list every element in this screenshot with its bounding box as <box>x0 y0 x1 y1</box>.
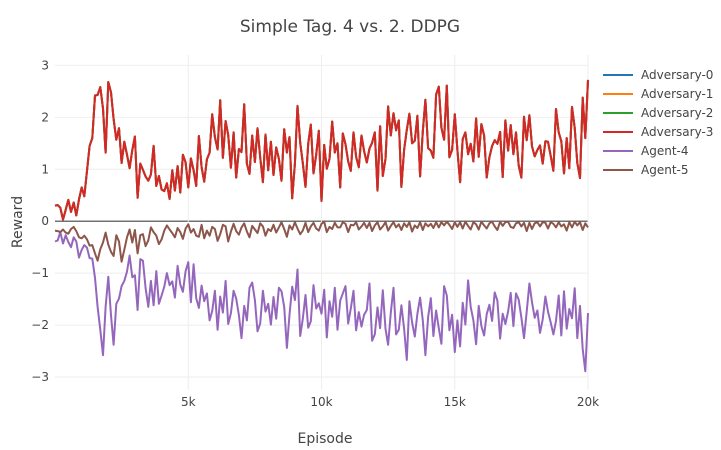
series-line-agent-5 <box>54 220 589 263</box>
y-axis-title: Reward <box>10 196 26 248</box>
legend-item-agent-4[interactable]: Agent-4 <box>603 144 688 158</box>
legend-label: Adversary-1 <box>641 87 713 101</box>
legend-item-agent-5[interactable]: Agent-5 <box>603 163 688 177</box>
x-axis-title: Episode <box>298 431 353 447</box>
legend-label: Agent-4 <box>641 144 688 158</box>
x-tick-label: 10k <box>310 395 332 409</box>
chart-title: Simple Tag. 4 vs. 2. DDPG <box>240 17 460 37</box>
series-line-agent-4 <box>54 231 589 373</box>
legend-label: Adversary-0 <box>641 68 713 82</box>
y-tick-label: 1 <box>41 162 49 176</box>
y-tick-label: 3 <box>41 58 49 72</box>
legend: Adversary-0 Adversary-1 Adversary-2 Adversa… <box>603 68 713 177</box>
ticks-layer: −3 −2 −1 0 1 2 3 5k 10k 15k 20k <box>31 58 599 409</box>
legend-label: Adversary-2 <box>641 106 713 120</box>
legend-item-adversary-3[interactable]: Adversary-3 <box>603 125 713 139</box>
legend-item-adversary-1[interactable]: Adversary-1 <box>603 87 713 101</box>
series-layer <box>54 79 589 373</box>
legend-item-adversary-0[interactable]: Adversary-0 <box>603 68 713 82</box>
y-tick-label: −1 <box>31 266 49 280</box>
series-line-adversary-3 <box>54 79 589 221</box>
x-tick-label: 15k <box>444 395 466 409</box>
legend-item-adversary-2[interactable]: Adversary-2 <box>603 106 713 120</box>
y-tick-label: −3 <box>31 370 49 384</box>
x-tick-label: 20k <box>577 395 599 409</box>
y-tick-label: −2 <box>31 318 49 332</box>
legend-label: Agent-5 <box>641 163 688 177</box>
y-tick-label: 0 <box>41 214 49 228</box>
x-tick-label: 5k <box>181 395 196 409</box>
legend-label: Adversary-3 <box>641 125 713 139</box>
y-tick-label: 2 <box>41 110 49 124</box>
